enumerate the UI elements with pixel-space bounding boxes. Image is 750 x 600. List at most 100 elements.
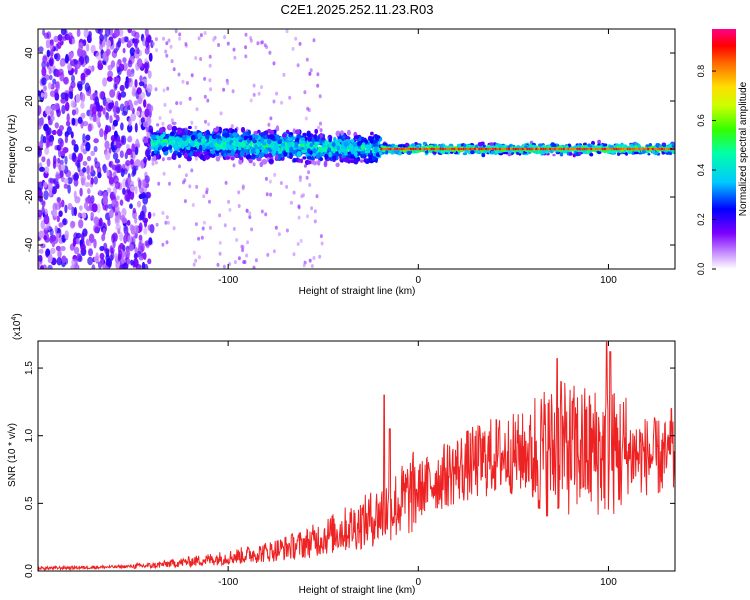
spectrogram-cell [226, 137, 230, 143]
spectrogram-cell [537, 147, 540, 151]
spectrogram-cell [104, 151, 111, 161]
spectrogram-cell [546, 147, 549, 151]
spectrogram-cell [298, 41, 302, 46]
spectrogram-cell [360, 144, 365, 150]
spectrogram-cell [475, 144, 479, 149]
spectrogram-cell [43, 123, 49, 132]
spectrogram-cell [264, 153, 270, 158]
spectrogram-cell [232, 132, 238, 138]
spectrogram-cell [82, 167, 87, 173]
spectrogram-cell [156, 123, 160, 127]
spectrogram-cell [134, 159, 141, 168]
spectrogram-axes: -100 0 100 -40 -20 0 20 40 [24, 29, 675, 286]
spectrogram-cell [156, 154, 160, 159]
spectrogram-cell [229, 133, 233, 138]
spectrogram-cell [203, 94, 207, 99]
spectrogram-x-tick-label: 100 [600, 275, 617, 286]
spectrogram-cell [526, 147, 529, 151]
spectrogram-cell [152, 41, 155, 46]
spectrogram-cell [658, 147, 661, 151]
spectrogram-cell [146, 35, 152, 44]
spectrogram-cell [86, 174, 91, 180]
spectrogram-cell [501, 147, 504, 151]
spectrogram-cell [41, 77, 47, 86]
spectrogram-cell [660, 147, 663, 151]
spectrogram-cell [263, 43, 267, 48]
spectrogram-cell [210, 152, 216, 158]
spectrogram-cell [187, 125, 192, 130]
spectrogram-cell [71, 109, 76, 116]
spectrogram-cell [505, 147, 508, 151]
spectrogram-cell [80, 174, 87, 184]
spectrogram-cell [55, 69, 60, 78]
spectrogram-cell [339, 148, 343, 153]
spectrogram-cell [497, 143, 502, 148]
spectrogram-cell [317, 125, 321, 130]
spectrogram-cell [145, 191, 152, 199]
spectrogram-cell [457, 143, 462, 147]
spectrogram-cell [244, 32, 248, 37]
spectrogram-cell [143, 99, 147, 108]
spectrogram-cell [285, 184, 289, 189]
spectrogram-cell [45, 39, 52, 47]
spectrogram-cell [48, 253, 53, 263]
spectrogram-cell [306, 155, 312, 160]
spectrogram-cell [45, 249, 51, 257]
spectrogram-cell [73, 143, 79, 153]
spectrogram-cell [70, 80, 76, 89]
spectrogram-cell [71, 258, 77, 267]
spectrogram-cell [421, 147, 424, 151]
spectrogram-cell [94, 157, 98, 165]
spectrogram-cell [158, 116, 162, 120]
spectrogram-cell [125, 248, 131, 258]
spectrogram-cell [282, 72, 286, 77]
spectrogram-cell [86, 241, 92, 247]
spectrogram-cell [335, 162, 340, 168]
spectrogram-cell [190, 120, 194, 125]
spectrogram-cell [277, 138, 283, 143]
spectrogram-cell [462, 152, 468, 156]
spectrogram-cell [64, 230, 69, 240]
spectrogram-cell [56, 108, 61, 118]
spectrogram-cell [534, 150, 540, 155]
spectrogram-cell [118, 63, 125, 72]
spectrogram-cell [312, 148, 317, 154]
spectrogram-cell [261, 158, 268, 165]
spectrogram-cell [567, 147, 570, 151]
spectrogram-cell [53, 155, 57, 165]
spectrogram-cell [219, 111, 223, 116]
spectrogram-cell [269, 116, 273, 121]
spectrogram-cell [161, 121, 165, 126]
spectrogram-cell [134, 146, 139, 156]
spectrogram-cell [62, 218, 67, 226]
spectrogram-cell [179, 101, 183, 106]
spectrogram-cell [302, 156, 307, 160]
spectrogram-cell [56, 245, 61, 251]
spectrogram-cell [181, 143, 185, 150]
spectrogram-cell [168, 145, 173, 150]
spectrogram-cell [59, 59, 66, 67]
spectrogram-cell [615, 147, 618, 151]
spectrogram-cell [61, 164, 66, 171]
spectrogram-cell [178, 36, 182, 41]
spectrogram-cell [61, 150, 66, 156]
spectrogram-cell [444, 147, 447, 151]
spectrogram-cell [147, 211, 152, 219]
spectrogram-cell [127, 59, 133, 68]
spectrogram-cell [486, 149, 490, 153]
spectrogram-cell [285, 228, 289, 233]
spectrogram-cell [55, 43, 59, 52]
spectrogram-cell [226, 81, 230, 86]
spectrogram-cell [227, 199, 231, 204]
spectrogram-cell [633, 151, 639, 155]
spectrogram-cell [80, 243, 86, 251]
spectrogram-cell [67, 64, 72, 71]
spectrogram-cell [186, 129, 191, 136]
spectrogram-cell [560, 147, 563, 151]
spectrogram-cell [299, 158, 304, 164]
spectrogram-cell [73, 246, 80, 255]
spectrogram-cell [163, 102, 167, 107]
spectrogram-cell [93, 216, 99, 225]
spectrogram-cell [260, 137, 265, 144]
